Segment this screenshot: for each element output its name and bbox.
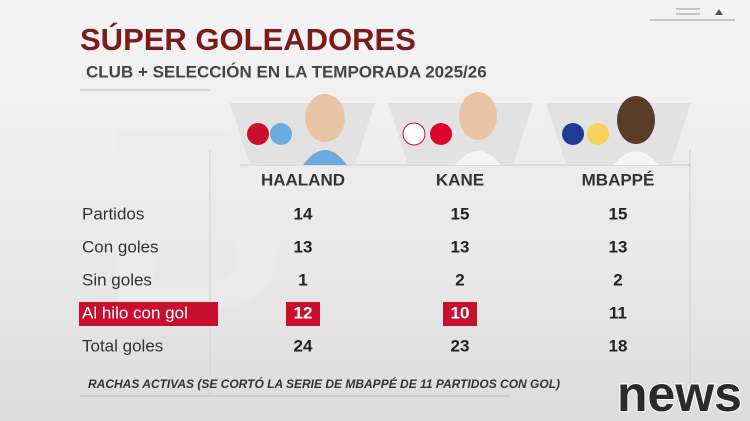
title: SÚPER GOLEADORES — [80, 21, 416, 57]
row-label: Sin goles — [82, 270, 152, 289]
cell-value: 10 — [451, 303, 470, 322]
cell-value: 24 — [294, 336, 313, 355]
cell-value: 2 — [455, 270, 464, 289]
cell-value: 13 — [609, 237, 628, 256]
cell-value: 14 — [294, 204, 313, 223]
row-label: Al hilo con gol — [82, 303, 188, 322]
cell-value: 23 — [451, 336, 470, 355]
player-name: HAALAND — [261, 170, 345, 189]
cell-value: 2 — [613, 270, 622, 289]
row-label: Partidos — [82, 204, 144, 223]
label-highlight — [79, 302, 218, 326]
deco-arrow — [715, 9, 723, 15]
player-photo — [388, 92, 533, 165]
value-highlight — [286, 302, 320, 326]
value-highlight — [443, 302, 477, 326]
player-name: MBAPPÉ — [582, 170, 655, 189]
row-label: Con goles — [82, 237, 159, 256]
stats-table: HAALAND KANE MBAPPÉ Partidos 14 15 15 Con goles… — [79, 170, 654, 355]
player-photo — [546, 96, 691, 165]
cell-value: 1 — [298, 270, 307, 289]
cell-value: 18 — [609, 336, 628, 355]
player-photo — [230, 94, 375, 165]
cell-value: 11 — [609, 303, 627, 322]
row-label: Total goles — [82, 336, 163, 355]
cell-value: 15 — [609, 204, 628, 223]
footer-note: RACHAS ACTIVAS (SE CORTÓ LA SERIE DE MBA… — [88, 376, 560, 391]
cell-value: 13 — [451, 237, 470, 256]
cell-value: 15 — [451, 204, 470, 223]
player-name: KANE — [436, 170, 484, 189]
subtitle: CLUB + SELECCIÓN EN LA TEMPORADA 2025/26 — [86, 62, 487, 81]
news-logo: news — [617, 366, 742, 421]
cell-value: 12 — [294, 303, 313, 322]
cell-value: 13 — [294, 237, 313, 256]
